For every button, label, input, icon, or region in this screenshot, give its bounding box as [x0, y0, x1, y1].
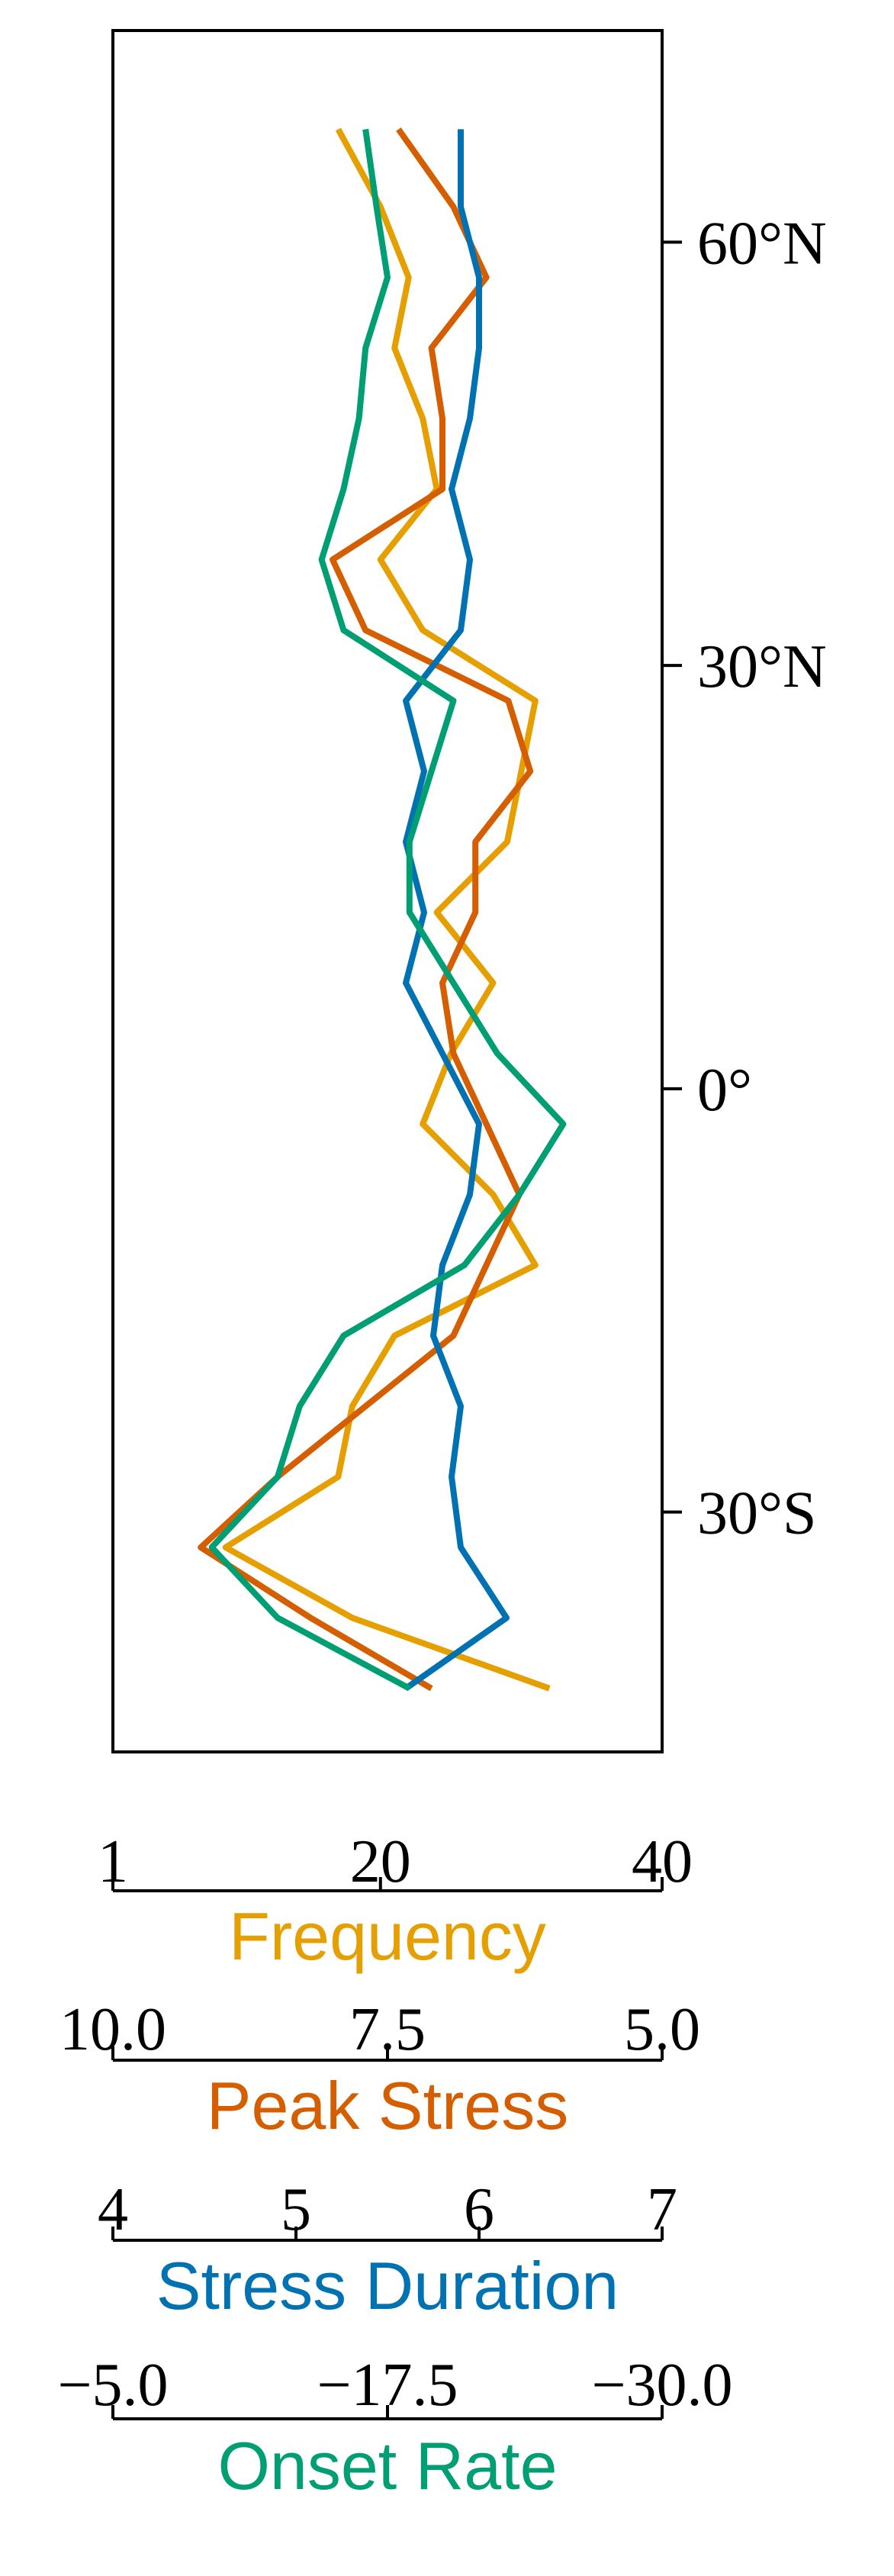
axis-tick-label-frequency: 1: [98, 1828, 128, 1895]
axis-tick-label-peak-stress: 7.5: [349, 1996, 426, 2063]
series-line-peak-stress: [198, 127, 534, 1692]
series-line-stress-duration: [403, 129, 510, 1692]
lat-tick-label: 60°N: [697, 210, 827, 277]
lat-tick-label: 30°N: [697, 633, 827, 700]
axis-tick-label-onset-rate: −17.5: [317, 2352, 458, 2419]
axis-tick-label-frequency: 40: [632, 1828, 693, 1895]
lat-tick-label: 0°: [697, 1057, 752, 1124]
axis-title-frequency: Frequency: [229, 1898, 546, 1974]
series-line-onset-rate: [208, 128, 567, 1692]
axis-tick-label-stress-duration: 6: [464, 2176, 494, 2243]
axis-tick-label-onset-rate: −30.0: [591, 2352, 732, 2419]
axis-tick-label-frequency: 20: [350, 1828, 411, 1895]
axis-tick-label-peak-stress: 5.0: [624, 1996, 700, 2063]
axis-title-peak-stress: Peak Stress: [207, 2068, 568, 2143]
series-line-frequency: [222, 127, 551, 1692]
axis-title-stress-duration: Stress Duration: [156, 2248, 619, 2323]
plot-frame: [111, 29, 664, 1753]
axis-tick-label-peak-stress: 10.0: [59, 1996, 166, 2063]
axis-tick-label-stress-duration: 5: [281, 2176, 311, 2243]
axis-tick-label-onset-rate: −5.0: [57, 2352, 168, 2419]
axis-tick-label-stress-duration: 7: [647, 2176, 677, 2243]
axis-title-onset-rate: Onset Rate: [217, 2428, 557, 2504]
axis-tick-label-stress-duration: 4: [98, 2176, 128, 2243]
lat-tick-label: 30°S: [697, 1480, 816, 1547]
